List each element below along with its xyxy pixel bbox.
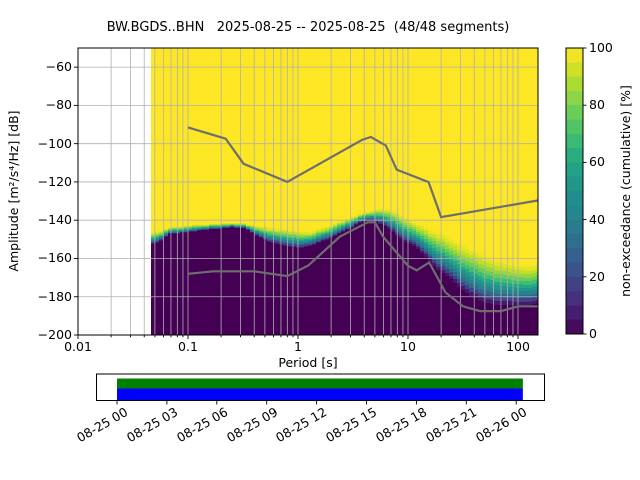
colorbar-axis-label: non-exceedance (cumulative) [%] [617,85,633,297]
axis-ticks [74,66,519,339]
colorbar-tick-label: 40 [589,211,605,227]
coverage-psd-segments [117,378,523,389]
colorbar-frame [565,47,584,335]
y-tick-label: −160 [37,250,72,266]
colorbar-tick-label: 60 [589,154,605,170]
coverage-bar [96,373,545,405]
y-tick-label: −60 [45,59,72,75]
y-tick-label: −180 [37,288,72,304]
nhnm-curve [187,126,538,219]
colorbar-tick-label: 100 [589,40,613,55]
colorbar-tick-label: 20 [589,268,605,284]
x-tick-label: 0.01 [64,339,92,354]
y-axis-label: Amplitude [m²/s⁴/Hz] [dB] [5,110,21,272]
y-tick-label: −100 [37,135,72,151]
colorbar [565,47,587,335]
x-tick-label: 100 [506,339,530,354]
x-axis-label: Period [s] [278,355,338,370]
plot-title: BW.BGDS..BHN 2025-08-25 -- 2025-08-25 (4… [106,20,510,35]
coverage-raw-data [117,388,523,400]
y-tick-label: −80 [45,97,72,113]
axes-frame [77,47,539,336]
y-tick-label: −200 [37,327,72,342]
colorbar-tick-label: 0 [589,326,597,341]
x-tick-label: 1 [294,339,302,354]
y-tick-label: −120 [37,173,72,189]
ppsd-histogram [151,48,538,335]
x-tick-label: 10 [400,339,416,354]
colorbar-tick-label: 80 [589,97,605,113]
y-tick-label: −140 [37,212,72,228]
x-tick-label: 0.1 [178,339,198,354]
noise-model-curves [187,126,538,313]
nlnm-curve [187,221,538,313]
